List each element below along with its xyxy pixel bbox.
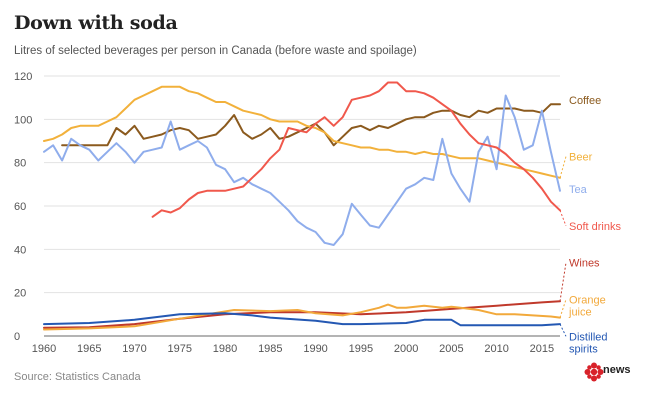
x-tick-label: 1995 bbox=[349, 343, 373, 355]
chart-title: Down with soda bbox=[14, 12, 178, 34]
y-tick-label: 60 bbox=[14, 201, 26, 213]
label-leader bbox=[559, 262, 567, 302]
series-label-orange-juice: Orange bbox=[569, 295, 606, 307]
logo-wordmark: news bbox=[603, 364, 631, 376]
series-line-wines bbox=[43, 300, 561, 329]
series-line-coffee bbox=[61, 103, 561, 147]
x-tick-label: 2000 bbox=[394, 343, 418, 355]
x-tick-label: 1965 bbox=[77, 343, 101, 355]
cbc-logo-icon bbox=[584, 362, 604, 382]
y-tick-label: 120 bbox=[14, 71, 32, 83]
series-line-soft-drinks bbox=[151, 81, 561, 218]
x-tick-label: 1960 bbox=[32, 343, 56, 355]
x-tick-label: 1980 bbox=[213, 343, 237, 355]
series-label-distilled-spirits: spirits bbox=[569, 343, 598, 355]
y-tick-label: 40 bbox=[14, 244, 26, 256]
chart-subtitle: Litres of selected beverages per person … bbox=[14, 45, 417, 57]
series-line-distilled-spirits bbox=[43, 312, 561, 327]
x-tick-label: 1970 bbox=[122, 343, 146, 355]
series-label-tea: Tea bbox=[569, 184, 588, 196]
label-leader bbox=[559, 156, 567, 178]
y-tick-label: 100 bbox=[14, 114, 32, 126]
series-label-beer: Beer bbox=[569, 152, 593, 164]
y-tick-label: 0 bbox=[14, 331, 20, 343]
series-label-wines: Wines bbox=[569, 258, 600, 270]
x-tick-label: 1990 bbox=[303, 343, 327, 355]
label-leader bbox=[559, 210, 567, 227]
axes: 0 20 40 60 80 100 120 1960 1965 1970 1975 1980 1985 1… bbox=[14, 71, 554, 355]
x-tick-label: 1985 bbox=[258, 343, 282, 355]
source-note: Source: Statistics Canada bbox=[14, 371, 141, 383]
series-line-tea bbox=[43, 94, 561, 246]
x-tick-label: 1975 bbox=[168, 343, 192, 355]
label-leader bbox=[559, 299, 567, 318]
series-label-soft-drinks: Soft drinks bbox=[569, 221, 621, 233]
series-label-coffee: Coffee bbox=[569, 95, 601, 107]
series-line-beer bbox=[43, 85, 561, 179]
x-tick-label: 2010 bbox=[484, 343, 508, 355]
x-tick-label: 2015 bbox=[530, 343, 554, 355]
label-leader bbox=[559, 323, 567, 337]
series-labels: Coffee Beer Tea Soft drinks Wines Orangejuice… bbox=[559, 95, 621, 355]
series-label-orange-juice: juice bbox=[568, 307, 592, 319]
y-tick-label: 80 bbox=[14, 158, 26, 170]
gridlines bbox=[44, 75, 560, 337]
series-label-distilled-spirits: Distilled bbox=[569, 331, 608, 343]
y-tick-label: 20 bbox=[14, 288, 26, 300]
series-lines bbox=[43, 81, 561, 331]
x-tick-label: 2005 bbox=[439, 343, 463, 355]
